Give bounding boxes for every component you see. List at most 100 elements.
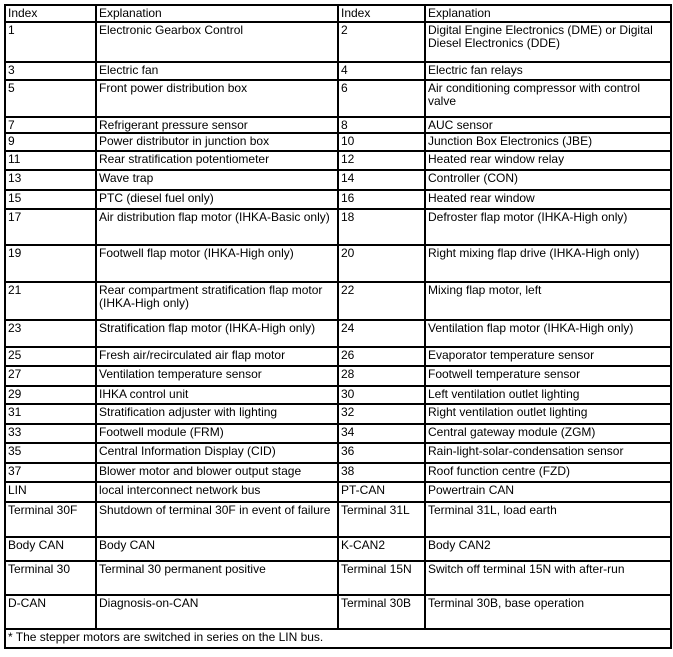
index-cell: PT-CAN (337, 481, 426, 503)
explanation-cell: Defroster flap motor (IHKA-High only) (424, 208, 672, 246)
explanation-cell: PTC (diesel fuel only) (95, 189, 339, 210)
explanation-cell: Right mixing flap drive (IHKA-High only) (424, 244, 672, 283)
index-cell: 36 (337, 442, 426, 464)
explanation-cell: Ventilation temperature sensor (95, 365, 339, 387)
explanation-cell: Shutdown of terminal 30F in event of fai… (95, 501, 339, 538)
explanation-cell: Switch off terminal 15N with after-run (424, 560, 672, 596)
index-cell: 3 (4, 61, 97, 81)
table-row: LIN local interconnect network bus PT-CAN P… (4, 481, 672, 503)
index-cell: 5 (4, 79, 97, 118)
table-row: 37 Blower motor and blower output stage 38… (4, 462, 672, 483)
index-cell: 35 (4, 442, 97, 464)
table-row: 31 Stratification adjuster with lighting 3… (4, 403, 672, 425)
explanation-cell: Digital Engine Electronics (DME) or Digi… (424, 21, 672, 63)
table-row: 21 Rear compartment stratification flap m… (4, 281, 672, 321)
table-row: 3 Electric fan 4 Electric fan relays (4, 61, 672, 81)
index-cell: 7 (4, 116, 97, 134)
index-cell: 21 (4, 281, 97, 321)
explanation-cell: Footwell flap motor (IHKA-High only) (95, 244, 339, 283)
legend-table: Index Explanation Index Explanation 1 Ele… (4, 4, 672, 649)
explanation-cell: Mixing flap motor, left (424, 281, 672, 321)
table-row: 23 Stratification flap motor (IHKA-High o… (4, 319, 672, 348)
explanation-cell: Heated rear window relay (424, 150, 672, 171)
index-cell: 28 (337, 365, 426, 387)
index-cell: 27 (4, 365, 97, 387)
explanation-cell: AUC sensor (424, 116, 672, 134)
explanation-cell: Diagnosis-on-CAN (95, 594, 339, 630)
table-row: 33 Footwell module (FRM) 34 Central gateway… (4, 423, 672, 444)
header-explanation: Explanation (95, 4, 339, 23)
index-cell: Terminal 31L (337, 501, 426, 538)
index-cell: 12 (337, 150, 426, 171)
header-index: Index (4, 4, 97, 23)
explanation-cell: Electric fan relays (424, 61, 672, 81)
explanation-cell: Terminal 31L, load earth (424, 501, 672, 538)
index-cell: 15 (4, 189, 97, 210)
explanation-cell: Electronic Gearbox Control (95, 21, 339, 63)
table-row: 5 Front power distribution box 6 Air condit… (4, 79, 672, 118)
index-cell: 22 (337, 281, 426, 321)
index-cell: 17 (4, 208, 97, 246)
index-cell: 23 (4, 319, 97, 348)
explanation-cell: Terminal 30 permanent positive (95, 560, 339, 596)
footnote: * The stepper motors are switched in ser… (4, 628, 672, 649)
index-cell: 1 (4, 21, 97, 63)
explanation-cell: Right ventilation outlet lighting (424, 403, 672, 425)
table-row: 19 Footwell flap motor (IHKA-High only) 20… (4, 244, 672, 283)
table-row: 1 Electronic Gearbox Control 2 Digital Engi… (4, 21, 672, 63)
index-cell: 26 (337, 346, 426, 367)
explanation-cell: Fresh air/recirculated air flap motor (95, 346, 339, 367)
explanation-cell: Controller (CON) (424, 169, 672, 191)
explanation-cell: Rear compartment stratification flap mot… (95, 281, 339, 321)
index-cell: Terminal 30 (4, 560, 97, 596)
table-row: 29 IHKA control unit 30 Left ventilation ou… (4, 385, 672, 405)
explanation-cell: Junction Box Electronics (JBE) (424, 132, 672, 152)
table-row: 35 Central Information Display (CID) 36 Rai… (4, 442, 672, 464)
index-cell: 13 (4, 169, 97, 191)
explanation-cell: Powertrain CAN (424, 481, 672, 503)
index-cell: 19 (4, 244, 97, 283)
table-row: 13 Wave trap 14 Controller (CON) (4, 169, 672, 191)
explanation-cell: Left ventilation outlet lighting (424, 385, 672, 405)
header-explanation: Explanation (424, 4, 672, 23)
footnote-row: * The stepper motors are switched in ser… (4, 628, 672, 649)
table-row: 9 Power distributor in junction box 10 Junc… (4, 132, 672, 152)
explanation-cell: Evaporator temperature sensor (424, 346, 672, 367)
index-cell: 10 (337, 132, 426, 152)
explanation-cell: Electric fan (95, 61, 339, 81)
index-cell: Body CAN (4, 536, 97, 562)
index-cell: 6 (337, 79, 426, 118)
explanation-cell: Heated rear window (424, 189, 672, 210)
explanation-cell: Air distribution flap motor (IHKA-Basic … (95, 208, 339, 246)
explanation-cell: Roof function centre (FZD) (424, 462, 672, 483)
index-cell: 30 (337, 385, 426, 405)
explanation-cell: Power distributor in junction box (95, 132, 339, 152)
explanation-cell: Body CAN (95, 536, 339, 562)
explanation-cell: Stratification flap motor (IHKA-High onl… (95, 319, 339, 348)
header-index: Index (337, 4, 426, 23)
table-row: 11 Rear stratification potentiometer 12 Hea… (4, 150, 672, 171)
explanation-cell: Blower motor and blower output stage (95, 462, 339, 483)
index-cell: 32 (337, 403, 426, 425)
table-row: Terminal 30 Terminal 30 permanent positiv… (4, 560, 672, 596)
index-cell: 37 (4, 462, 97, 483)
index-cell: D-CAN (4, 594, 97, 630)
explanation-cell: Refrigerant pressure sensor (95, 116, 339, 134)
explanation-cell: Body CAN2 (424, 536, 672, 562)
index-cell: 25 (4, 346, 97, 367)
table-row: Body CAN Body CAN K-CAN2 Body CAN2 (4, 536, 672, 562)
explanation-cell: Footwell module (FRM) (95, 423, 339, 444)
explanation-cell: Ventilation flap motor (IHKA-High only) (424, 319, 672, 348)
explanation-cell: local interconnect network bus (95, 481, 339, 503)
index-cell: 34 (337, 423, 426, 444)
table-row: 27 Ventilation temperature sensor 28 Footwe… (4, 365, 672, 387)
index-cell: Terminal 30B (337, 594, 426, 630)
explanation-cell: Stratification adjuster with lighting (95, 403, 339, 425)
index-cell: K-CAN2 (337, 536, 426, 562)
index-cell: 24 (337, 319, 426, 348)
table-row: D-CAN Diagnosis-on-CAN Terminal 30B Termina… (4, 594, 672, 630)
explanation-cell: Terminal 30B, base operation (424, 594, 672, 630)
index-cell: 38 (337, 462, 426, 483)
index-cell: 9 (4, 132, 97, 152)
table-row: 25 Fresh air/recirculated air flap motor 2… (4, 346, 672, 367)
